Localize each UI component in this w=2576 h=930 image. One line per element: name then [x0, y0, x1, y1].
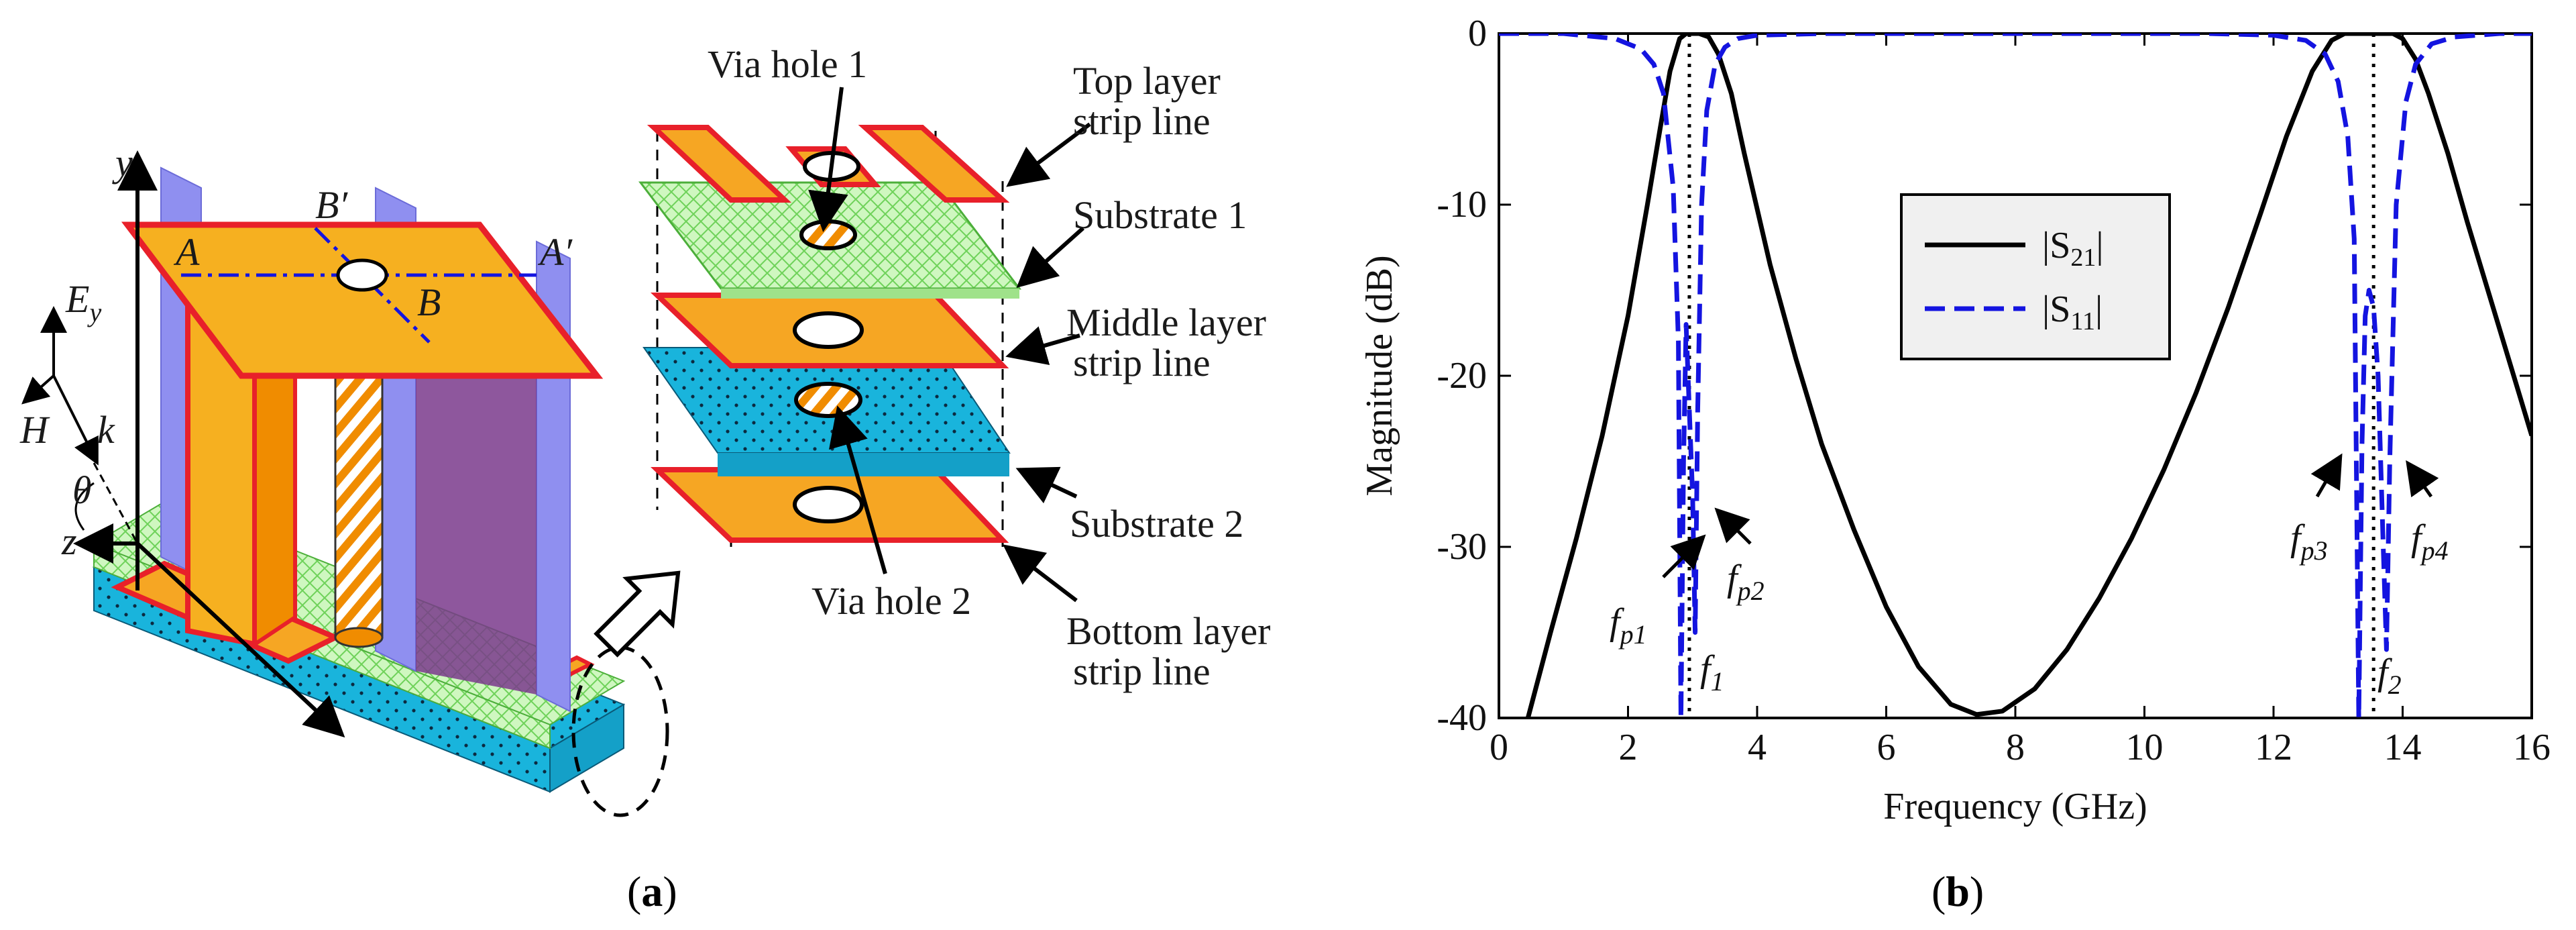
top-via-hole [336, 258, 388, 292]
zoom-arrow-icon [594, 570, 681, 658]
field-ey-label: Ey [65, 277, 101, 327]
panel-b: 0 2 4 6 8 10 12 14 16 0 -10 -20 -30 -40 Frequency (GHz… [1359, 13, 2551, 915]
y-tick-label: -30 [1437, 526, 1487, 568]
legend-s11-label: |S11| [2042, 289, 2103, 335]
annotation-fp2: fp2 [1727, 558, 1765, 606]
top-plate [121, 221, 604, 379]
annotation-f2: f2 [2377, 652, 2402, 700]
y-tick-label: -10 [1437, 184, 1487, 225]
label-middle-layer-2: strip line [1073, 341, 1211, 384]
chart-legend: |S21| |S11| [1900, 193, 2171, 360]
point-b-prime: B′ [315, 183, 348, 227]
y-tick-label: 0 [1468, 13, 1487, 54]
label-via-hole-2: Via hole 2 [811, 579, 971, 623]
x-tick-label: 2 [1619, 727, 1638, 768]
label-middle-layer-1: Middle layer [1066, 301, 1266, 344]
annotation-f1: f1 [1700, 648, 1724, 696]
legend-box [1900, 193, 2171, 360]
y-tick-label: -20 [1437, 355, 1487, 397]
label-via-hole-1: Via hole 1 [708, 42, 867, 86]
pointer-arrow-icon [808, 87, 1091, 603]
point-b: B [417, 280, 441, 324]
y-tick-label: -40 [1437, 697, 1487, 739]
x-tick-label: 10 [2126, 727, 2164, 768]
chart-plot: 0 2 4 6 8 10 12 14 16 0 -10 -20 -30 -40 Frequency (GHz… [1359, 13, 2551, 827]
field-k-label: k [97, 408, 115, 452]
y-axis-label: Magnitude (dB) [1359, 255, 1400, 496]
series-s21-line [1525, 34, 2532, 718]
x-tick-label: 8 [2006, 727, 2025, 768]
legend-s21-label: |S21| [2042, 225, 2104, 272]
label-substrate-2: Substrate 2 [1070, 502, 1243, 546]
chart-annotations [1662, 453, 2439, 578]
panel-a: y z Ey H k θ A A′ B B′ [19, 42, 1270, 915]
x-tick-label: 14 [2384, 727, 2422, 768]
label-bottom-layer-1: Bottom layer [1066, 609, 1270, 653]
label-top-layer-1: Top layer [1073, 59, 1221, 103]
x-axis-arrow [135, 541, 345, 738]
point-a: A [173, 230, 200, 274]
label-bottom-layer-2: strip line [1073, 650, 1211, 693]
purple-panel [416, 315, 537, 694]
label-substrate-1: Substrate 1 [1073, 193, 1247, 237]
theta-label: θ [72, 468, 92, 512]
annotation-fp4: fp4 [2411, 517, 2449, 566]
caption-b: (b) [1931, 868, 1984, 915]
annotation-fp3: fp3 [2290, 517, 2328, 566]
k-vector [52, 375, 99, 466]
annotation-fp1: fp1 [1610, 601, 1647, 650]
top-strip-right [858, 125, 1010, 203]
axis-y-label: y [112, 141, 133, 185]
label-top-layer-2: strip line [1073, 99, 1211, 143]
x-tick-label: 6 [1877, 727, 1896, 768]
x-tick-label: 12 [2255, 727, 2292, 768]
axis-z-label: z [61, 519, 77, 563]
series-s11-line [1499, 34, 2532, 718]
field-h-label: H [19, 408, 50, 452]
x-tick-label: 4 [1748, 727, 1767, 768]
x-tick-label: 16 [2513, 727, 2551, 768]
x-axis-label: Frequency (GHz) [1883, 786, 2147, 827]
theta-arc [74, 482, 95, 531]
top-strip-left [647, 125, 792, 203]
caption-a: (a) [627, 868, 677, 915]
x-tick-label: 0 [1490, 727, 1508, 768]
point-a-prime: A′ [537, 230, 573, 274]
